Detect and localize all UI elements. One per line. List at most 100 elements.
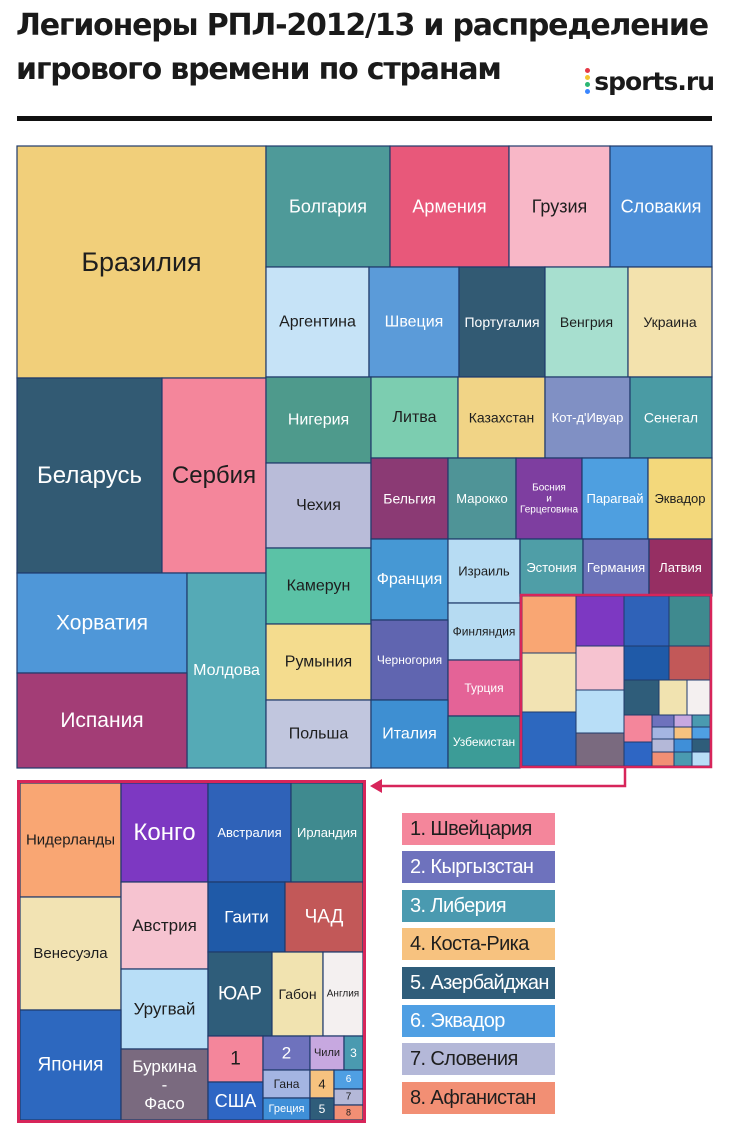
main-treemap-cell-rect: [627, 266, 713, 378]
logo-dots-icon: [585, 68, 591, 94]
inset-treemap-cell-rect: [120, 881, 209, 970]
others-mini-cell: [673, 714, 693, 728]
main-treemap-cell-rect: [368, 266, 460, 378]
main-treemap-cell-label: Беларусь: [37, 462, 142, 489]
inset-treemap-cell-label: ЮАР: [218, 984, 262, 1005]
logo-dot-4: [585, 89, 591, 94]
main-treemap-cell-label: Аргентина: [279, 314, 356, 331]
main-treemap-cell: Латвия: [648, 538, 713, 597]
inset-treemap-cell-label: Япония: [38, 1055, 104, 1076]
main-treemap-cell: Украина: [627, 266, 713, 378]
main-treemap-cell: Хорватия: [16, 572, 188, 674]
main-treemap-cell-rect: [447, 457, 517, 540]
inset-treemap-cell: 7: [333, 1088, 364, 1106]
main-treemap-cell-label: Армения: [412, 197, 486, 217]
main-treemap-cell: Армения: [389, 145, 510, 268]
inset-treemap-cell-rect: [19, 896, 122, 1011]
main-treemap-cell: Нигерия: [265, 376, 372, 464]
legend-item: 4. Коста-Рика: [402, 928, 555, 961]
inset-treemap-cell-label: Венесуэла: [33, 945, 108, 962]
others-mini-cell: [691, 714, 711, 728]
inset-highlight-border: [17, 780, 366, 1123]
chart-title-line-2: игрового времени по странам: [16, 52, 502, 87]
main-treemap-cell: Казахстан: [457, 376, 546, 459]
inset-treemap-cell-label: ЧАД: [305, 907, 344, 928]
others-mini-cell: [673, 738, 693, 753]
main-treemap-cell: Марокко: [447, 457, 517, 540]
main-treemap-cell-label: Финляндия: [453, 625, 516, 639]
main-treemap-cell-label: Италия: [382, 726, 436, 743]
inset-treemap-cell: Гана: [262, 1069, 311, 1099]
main-treemap-cell-label: Португалия: [464, 314, 539, 330]
inset-treemap-cell-label: 3: [350, 1046, 357, 1060]
main-treemap-cell-label: Румыния: [285, 654, 352, 671]
inset-treemap-cell: Ирландия: [290, 782, 364, 883]
inset-treemap-cell: США: [207, 1081, 264, 1121]
inset-treemap-cell: 6: [333, 1069, 364, 1090]
legend-item: 1. Швейцария: [402, 813, 555, 845]
main-treemap-cell: Грузия: [508, 145, 611, 268]
main-treemap-cell-label: Швеция: [385, 314, 444, 331]
main-treemap-cell-rect: [609, 145, 713, 268]
title-divider: [17, 116, 712, 121]
legend-item: 7. Словения: [402, 1043, 555, 1076]
others-mini-cell: [651, 738, 675, 753]
main-treemap-cell: Литва: [370, 376, 459, 459]
main-treemap-cell-rect: [457, 376, 546, 459]
main-treemap-cell: Франция: [370, 538, 449, 621]
main-treemap-cell: Португалия: [458, 266, 546, 378]
inset-treemap-cell: Нидерланды: [19, 782, 122, 898]
main-treemap-cell-label: Израиль: [458, 564, 510, 579]
others-highlight-border: [519, 593, 713, 769]
inset-treemap-cell-label: Гана: [274, 1077, 300, 1091]
main-treemap-cell: Босния и Герцеговина: [515, 457, 583, 540]
inset-treemap-cell-label: США: [215, 1091, 257, 1111]
main-treemap-cell-rect: [544, 266, 629, 378]
main-treemap-cell: Бразилия: [16, 145, 267, 379]
inset-treemap-cell: Уругвай: [120, 968, 209, 1050]
inset-treemap-cell-rect: [207, 951, 273, 1037]
main-treemap-cell: Парагвай: [581, 457, 649, 540]
main-treemap-cell: Кот-д'Ивуар: [544, 376, 631, 459]
main-treemap-cell-label: Германия: [587, 560, 645, 575]
main-treemap-cell-label: Эквадор: [654, 491, 705, 506]
legend-item: 3. Либерия: [402, 889, 555, 922]
main-treemap-cell-rect: [370, 538, 449, 621]
others-mini-cell: [623, 714, 653, 743]
inset-treemap-cell: 2: [262, 1035, 311, 1071]
others-mini-cell: [691, 751, 711, 767]
main-treemap-group: Бразилия Болгария Армения Грузия Словакия Арг…: [16, 145, 713, 769]
main-treemap-cell-label: Сербия: [172, 462, 256, 489]
main-treemap-cell-label: Марокко: [456, 491, 507, 506]
main-treemap-cell: Бельгия: [370, 457, 449, 540]
main-treemap-cell: Турция: [447, 659, 521, 717]
main-treemap-cell: Финляндия: [447, 602, 521, 661]
others-mini-cell: [623, 741, 653, 767]
main-treemap-cell-rect: [447, 659, 521, 717]
sports-ru-logo[interactable]: sports.ru: [585, 64, 715, 98]
inset-treemap-cell: Габон: [271, 951, 324, 1037]
main-treemap-cell-label: Бельгия: [383, 491, 435, 507]
inset-treemap-cell: Гаити: [207, 881, 286, 953]
logo-dot-1: [585, 68, 591, 73]
inset-treemap-cell-label: Конго: [133, 819, 195, 846]
inset-treemap-group: Нидерланды Конго Австралия Ирландия Венесуэл…: [19, 782, 364, 1121]
main-treemap-cell-label: Босния и Герцеговина: [520, 482, 578, 515]
others-mini-cell: [521, 652, 577, 713]
inset-treemap-cell-rect: [262, 1035, 311, 1071]
main-treemap-cell-label: Франция: [377, 571, 443, 588]
others-mini-cell: [623, 679, 660, 716]
main-treemap-cell-label: Бразилия: [81, 247, 201, 277]
inset-treemap-cell: Греция: [262, 1097, 311, 1121]
main-treemap-cell-label: Украина: [643, 314, 697, 330]
main-treemap-cell-rect: [458, 266, 546, 378]
main-treemap-cell: Румыния: [265, 623, 372, 701]
others-mini-cell: [673, 726, 693, 740]
main-treemap-cell-label: Испания: [60, 709, 143, 732]
inset-treemap-cell-label: 2: [282, 1044, 291, 1063]
others-mini-cell: [668, 595, 711, 647]
legend-item: 5. Азербайджан: [402, 966, 555, 999]
main-treemap-cell-rect: [265, 376, 372, 464]
main-treemap-cell-rect: [370, 376, 459, 459]
